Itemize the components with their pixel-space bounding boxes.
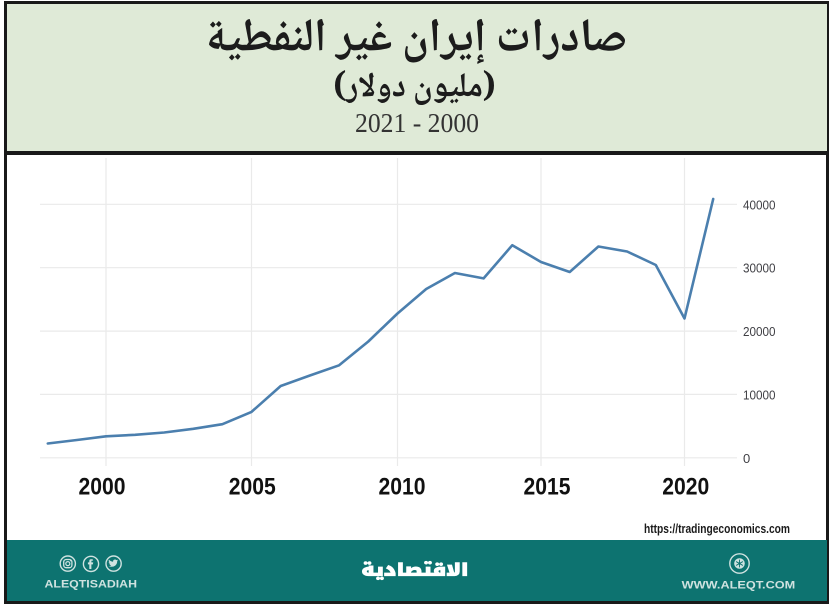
svg-text:2000: 2000 bbox=[79, 474, 126, 501]
svg-text:2005: 2005 bbox=[229, 474, 276, 501]
svg-text:2015: 2015 bbox=[524, 474, 571, 501]
svg-text:2010: 2010 bbox=[379, 474, 426, 501]
svg-text:https://tradingeconomics.com: https://tradingeconomics.com bbox=[644, 521, 790, 536]
svg-text:0: 0 bbox=[743, 451, 750, 466]
svg-text:10000: 10000 bbox=[743, 387, 776, 402]
svg-text:WWW.ALEQT.COM: WWW.ALEQT.COM bbox=[682, 580, 796, 592]
svg-text:2021 - 2000: 2021 - 2000 bbox=[355, 108, 479, 138]
svg-text:40000: 40000 bbox=[743, 197, 776, 212]
svg-text:2020: 2020 bbox=[662, 474, 709, 501]
svg-text:20000: 20000 bbox=[743, 324, 776, 339]
svg-text:ALEQTISADIAH: ALEQTISADIAH bbox=[45, 579, 138, 591]
svg-text:30000: 30000 bbox=[743, 261, 776, 276]
